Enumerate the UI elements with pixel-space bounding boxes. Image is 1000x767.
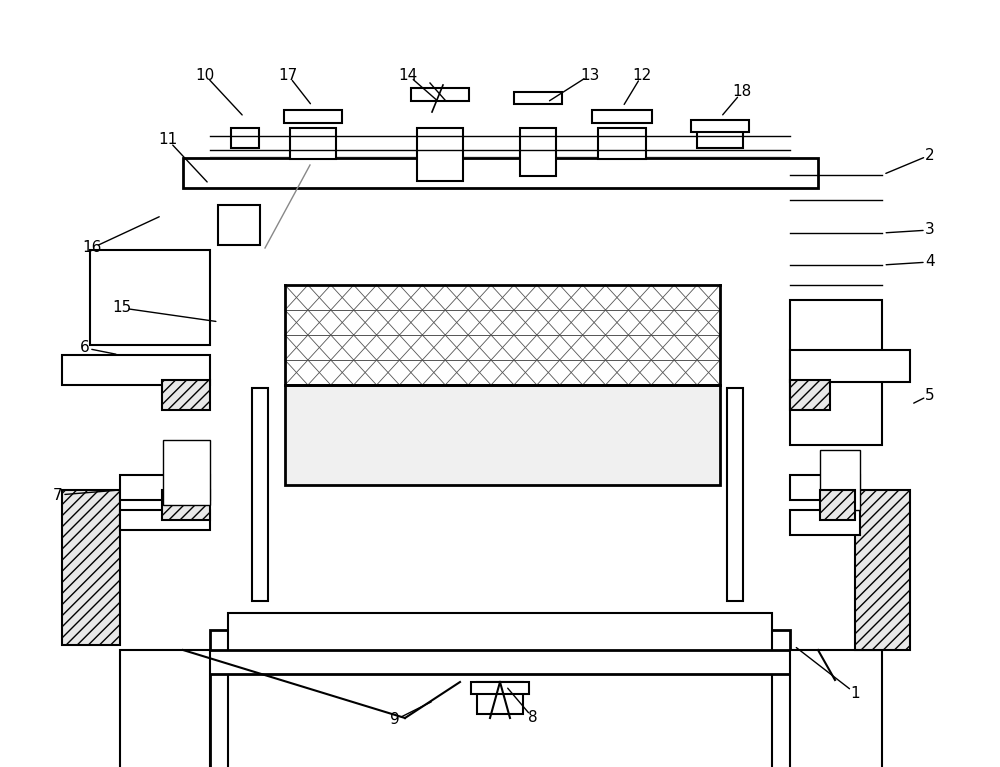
Bar [120,650,210,767]
Bar [210,630,790,767]
Bar [477,682,523,714]
Bar [471,682,529,694]
Bar [290,128,336,159]
Text: 8: 8 [528,710,538,726]
Bar [598,128,646,159]
Bar [252,388,268,601]
Text: 13: 13 [580,67,600,83]
Bar [183,158,818,188]
Bar [855,490,910,650]
Text: 15: 15 [112,301,132,315]
Bar [162,490,210,520]
Text: 14: 14 [398,67,418,83]
Bar [284,110,342,123]
Bar [520,128,556,176]
Bar [162,380,210,410]
Bar [697,128,743,148]
Bar [183,650,818,674]
Bar [163,440,210,505]
Bar [727,388,743,601]
Bar [90,250,210,345]
Bar [218,205,260,245]
Text: 10: 10 [195,67,215,83]
Bar [691,120,749,132]
Bar [514,92,562,104]
Text: 3: 3 [925,222,935,238]
Bar [790,380,830,410]
Bar [62,490,120,645]
Bar [120,475,210,500]
Text: 9: 9 [390,713,400,728]
Bar [228,613,772,767]
Bar [231,128,259,148]
Text: 12: 12 [632,67,652,83]
Text: 17: 17 [278,67,298,83]
Bar [411,88,469,101]
Bar [62,355,210,385]
Bar [790,350,910,382]
Bar [790,650,882,767]
Text: 7: 7 [53,488,63,502]
Bar [417,128,463,181]
Bar [210,156,790,182]
Text: 5: 5 [925,387,935,403]
Text: 18: 18 [732,84,752,100]
Bar [820,450,860,510]
Text: 6: 6 [80,341,90,355]
Text: 2: 2 [925,147,935,163]
Bar [790,475,860,500]
Text: 16: 16 [82,241,102,255]
Bar [790,510,860,535]
Text: 11: 11 [158,133,178,147]
Text: 1: 1 [850,686,860,700]
Bar [120,510,210,530]
Bar [790,300,882,445]
Bar [285,385,720,485]
Bar [592,110,652,123]
Bar [820,490,855,520]
Text: 4: 4 [925,255,935,269]
